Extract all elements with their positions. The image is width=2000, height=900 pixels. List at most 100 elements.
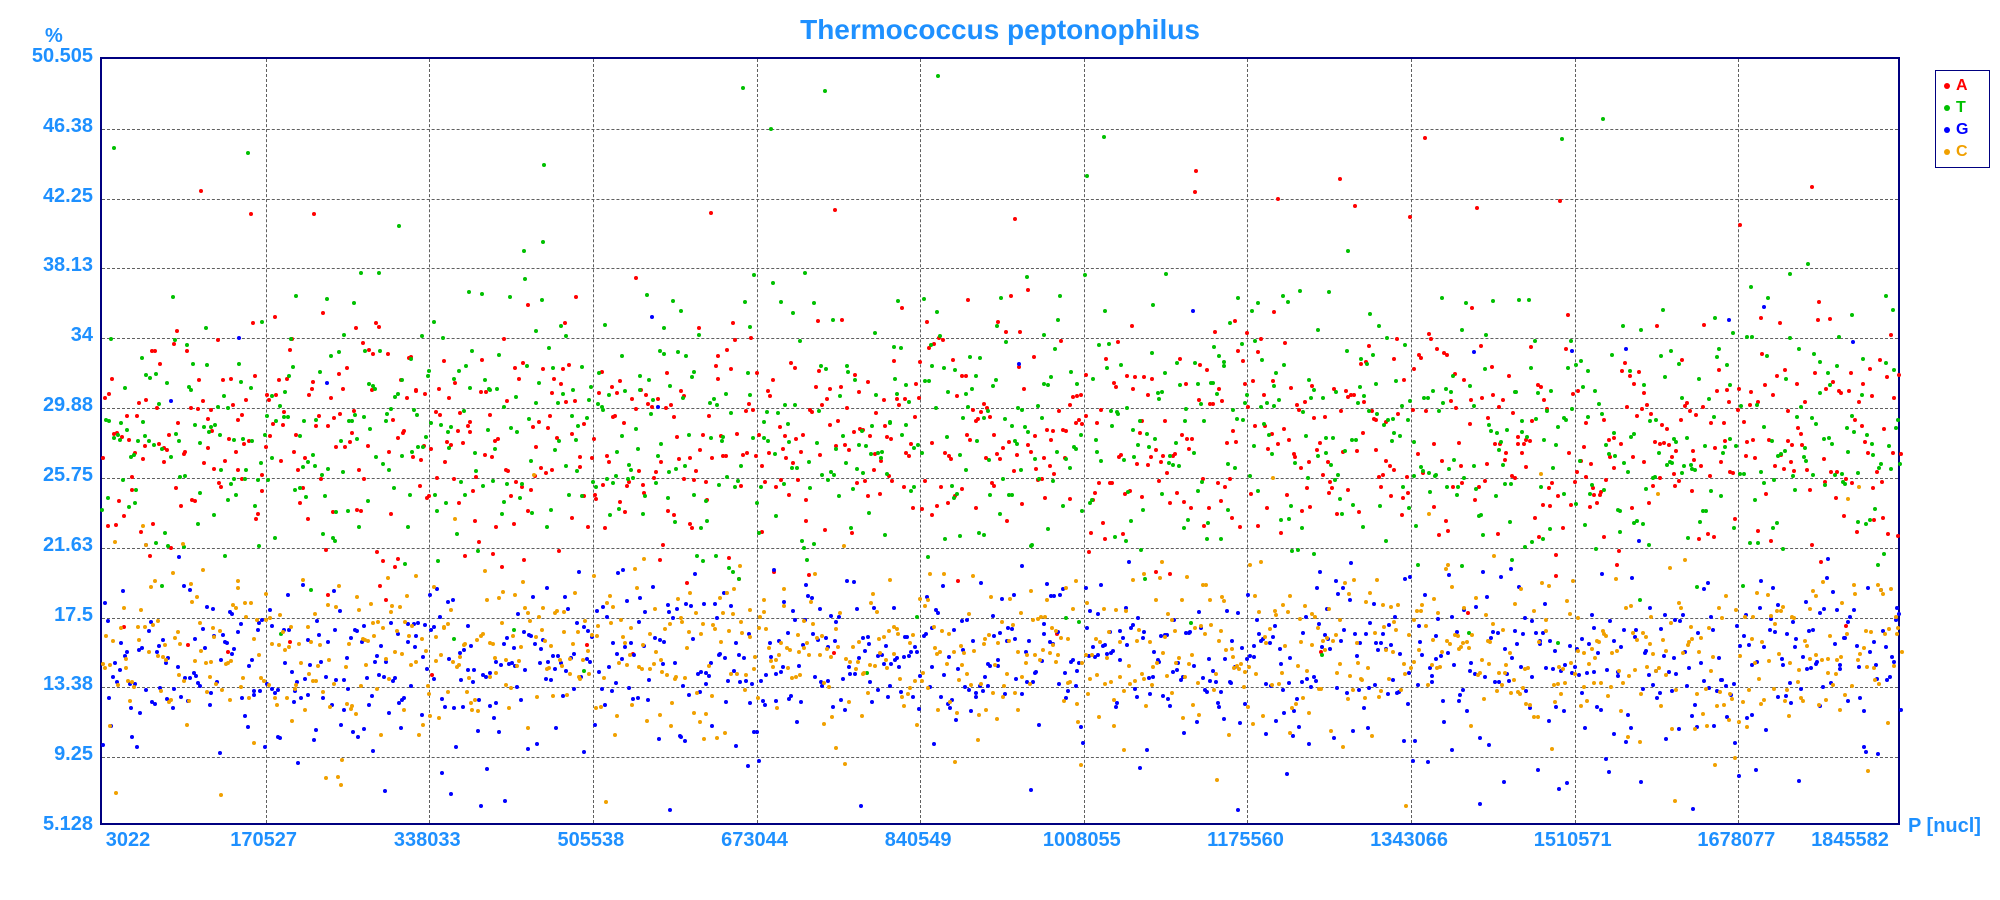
data-point: [402, 696, 406, 700]
data-point: [1146, 393, 1150, 397]
data-point: [556, 654, 560, 658]
data-point: [977, 531, 981, 535]
data-point: [968, 438, 972, 442]
data-point: [1140, 495, 1144, 499]
data-point: [329, 396, 333, 400]
data-point: [1426, 396, 1430, 400]
data-point: [1796, 680, 1800, 684]
data-point: [589, 385, 593, 389]
data-point: [1416, 563, 1420, 567]
data-point: [581, 658, 585, 662]
data-point: [432, 320, 436, 324]
data-point: [1759, 702, 1763, 706]
data-point: [117, 499, 121, 503]
data-point: [1870, 442, 1874, 446]
data-point: [1876, 583, 1880, 587]
data-point: [162, 460, 166, 464]
data-point: [1316, 328, 1320, 332]
data-point: [557, 439, 561, 443]
data-point: [1852, 430, 1856, 434]
data-point: [1607, 770, 1611, 774]
data-point: [615, 652, 619, 656]
data-point: [799, 700, 803, 704]
data-point: [1356, 661, 1360, 665]
data-point: [136, 439, 140, 443]
data-point: [1175, 361, 1179, 365]
data-point: [1647, 673, 1651, 677]
data-point: [143, 444, 147, 448]
data-point: [1420, 653, 1424, 657]
data-point: [799, 450, 803, 454]
data-point: [490, 455, 494, 459]
data-point: [1642, 391, 1646, 395]
data-point: [291, 365, 295, 369]
data-point: [519, 645, 523, 649]
data-point: [494, 525, 498, 529]
data-point: [1054, 660, 1058, 664]
data-point: [1677, 479, 1681, 483]
data-point: [1510, 656, 1514, 660]
data-point: [1604, 478, 1608, 482]
data-point: [1480, 658, 1484, 662]
data-point: [1682, 464, 1686, 468]
data-point: [541, 240, 545, 244]
data-point: [362, 477, 366, 481]
data-point: [1771, 586, 1775, 590]
data-point: [1019, 468, 1023, 472]
data-point: [1803, 400, 1807, 404]
data-point: [1121, 636, 1125, 640]
data-point: [1066, 637, 1070, 641]
data-point: [187, 699, 191, 703]
data-point: [1042, 333, 1046, 337]
data-point: [188, 676, 192, 680]
data-point: [1659, 704, 1663, 708]
data-point: [198, 491, 202, 495]
data-point: [185, 343, 189, 347]
data-point: [561, 367, 565, 371]
data-point: [1243, 670, 1247, 674]
data-point: [1521, 632, 1525, 636]
data-point: [791, 609, 795, 613]
data-point: [840, 318, 844, 322]
data-point: [1452, 458, 1456, 462]
data-point: [1048, 464, 1052, 468]
data-point: [783, 403, 787, 407]
data-point: [1222, 364, 1226, 368]
data-point: [500, 621, 504, 625]
data-point: [701, 433, 705, 437]
x-tick-label: 1175560: [1207, 829, 1284, 852]
data-point: [802, 619, 806, 623]
data-point: [662, 352, 666, 356]
data-point: [1882, 552, 1886, 556]
data-point: [1561, 526, 1565, 530]
data-point: [850, 531, 854, 535]
data-point: [534, 445, 538, 449]
data-point: [309, 588, 313, 592]
data-point: [656, 454, 660, 458]
data-point: [1693, 468, 1697, 472]
data-point: [1784, 377, 1788, 381]
data-point: [1478, 671, 1482, 675]
data-point: [551, 366, 555, 370]
data-point: [970, 387, 974, 391]
data-point: [1094, 637, 1098, 641]
data-point: [1738, 654, 1742, 658]
data-point: [1885, 375, 1889, 379]
data-point: [1064, 429, 1068, 433]
data-point: [1331, 436, 1335, 440]
data-point: [488, 704, 492, 708]
data-point: [424, 649, 428, 653]
data-point: [1873, 507, 1877, 511]
data-point: [1472, 464, 1476, 468]
data-point: [1423, 593, 1427, 597]
data-point: [1248, 474, 1252, 478]
data-point: [1629, 604, 1633, 608]
data-point: [829, 614, 833, 618]
data-point: [1071, 658, 1075, 662]
data-point: [1615, 563, 1619, 567]
data-point: [502, 405, 506, 409]
data-point: [1418, 640, 1422, 644]
data-point: [982, 533, 986, 537]
data-point: [386, 576, 390, 580]
data-point: [1670, 727, 1674, 731]
